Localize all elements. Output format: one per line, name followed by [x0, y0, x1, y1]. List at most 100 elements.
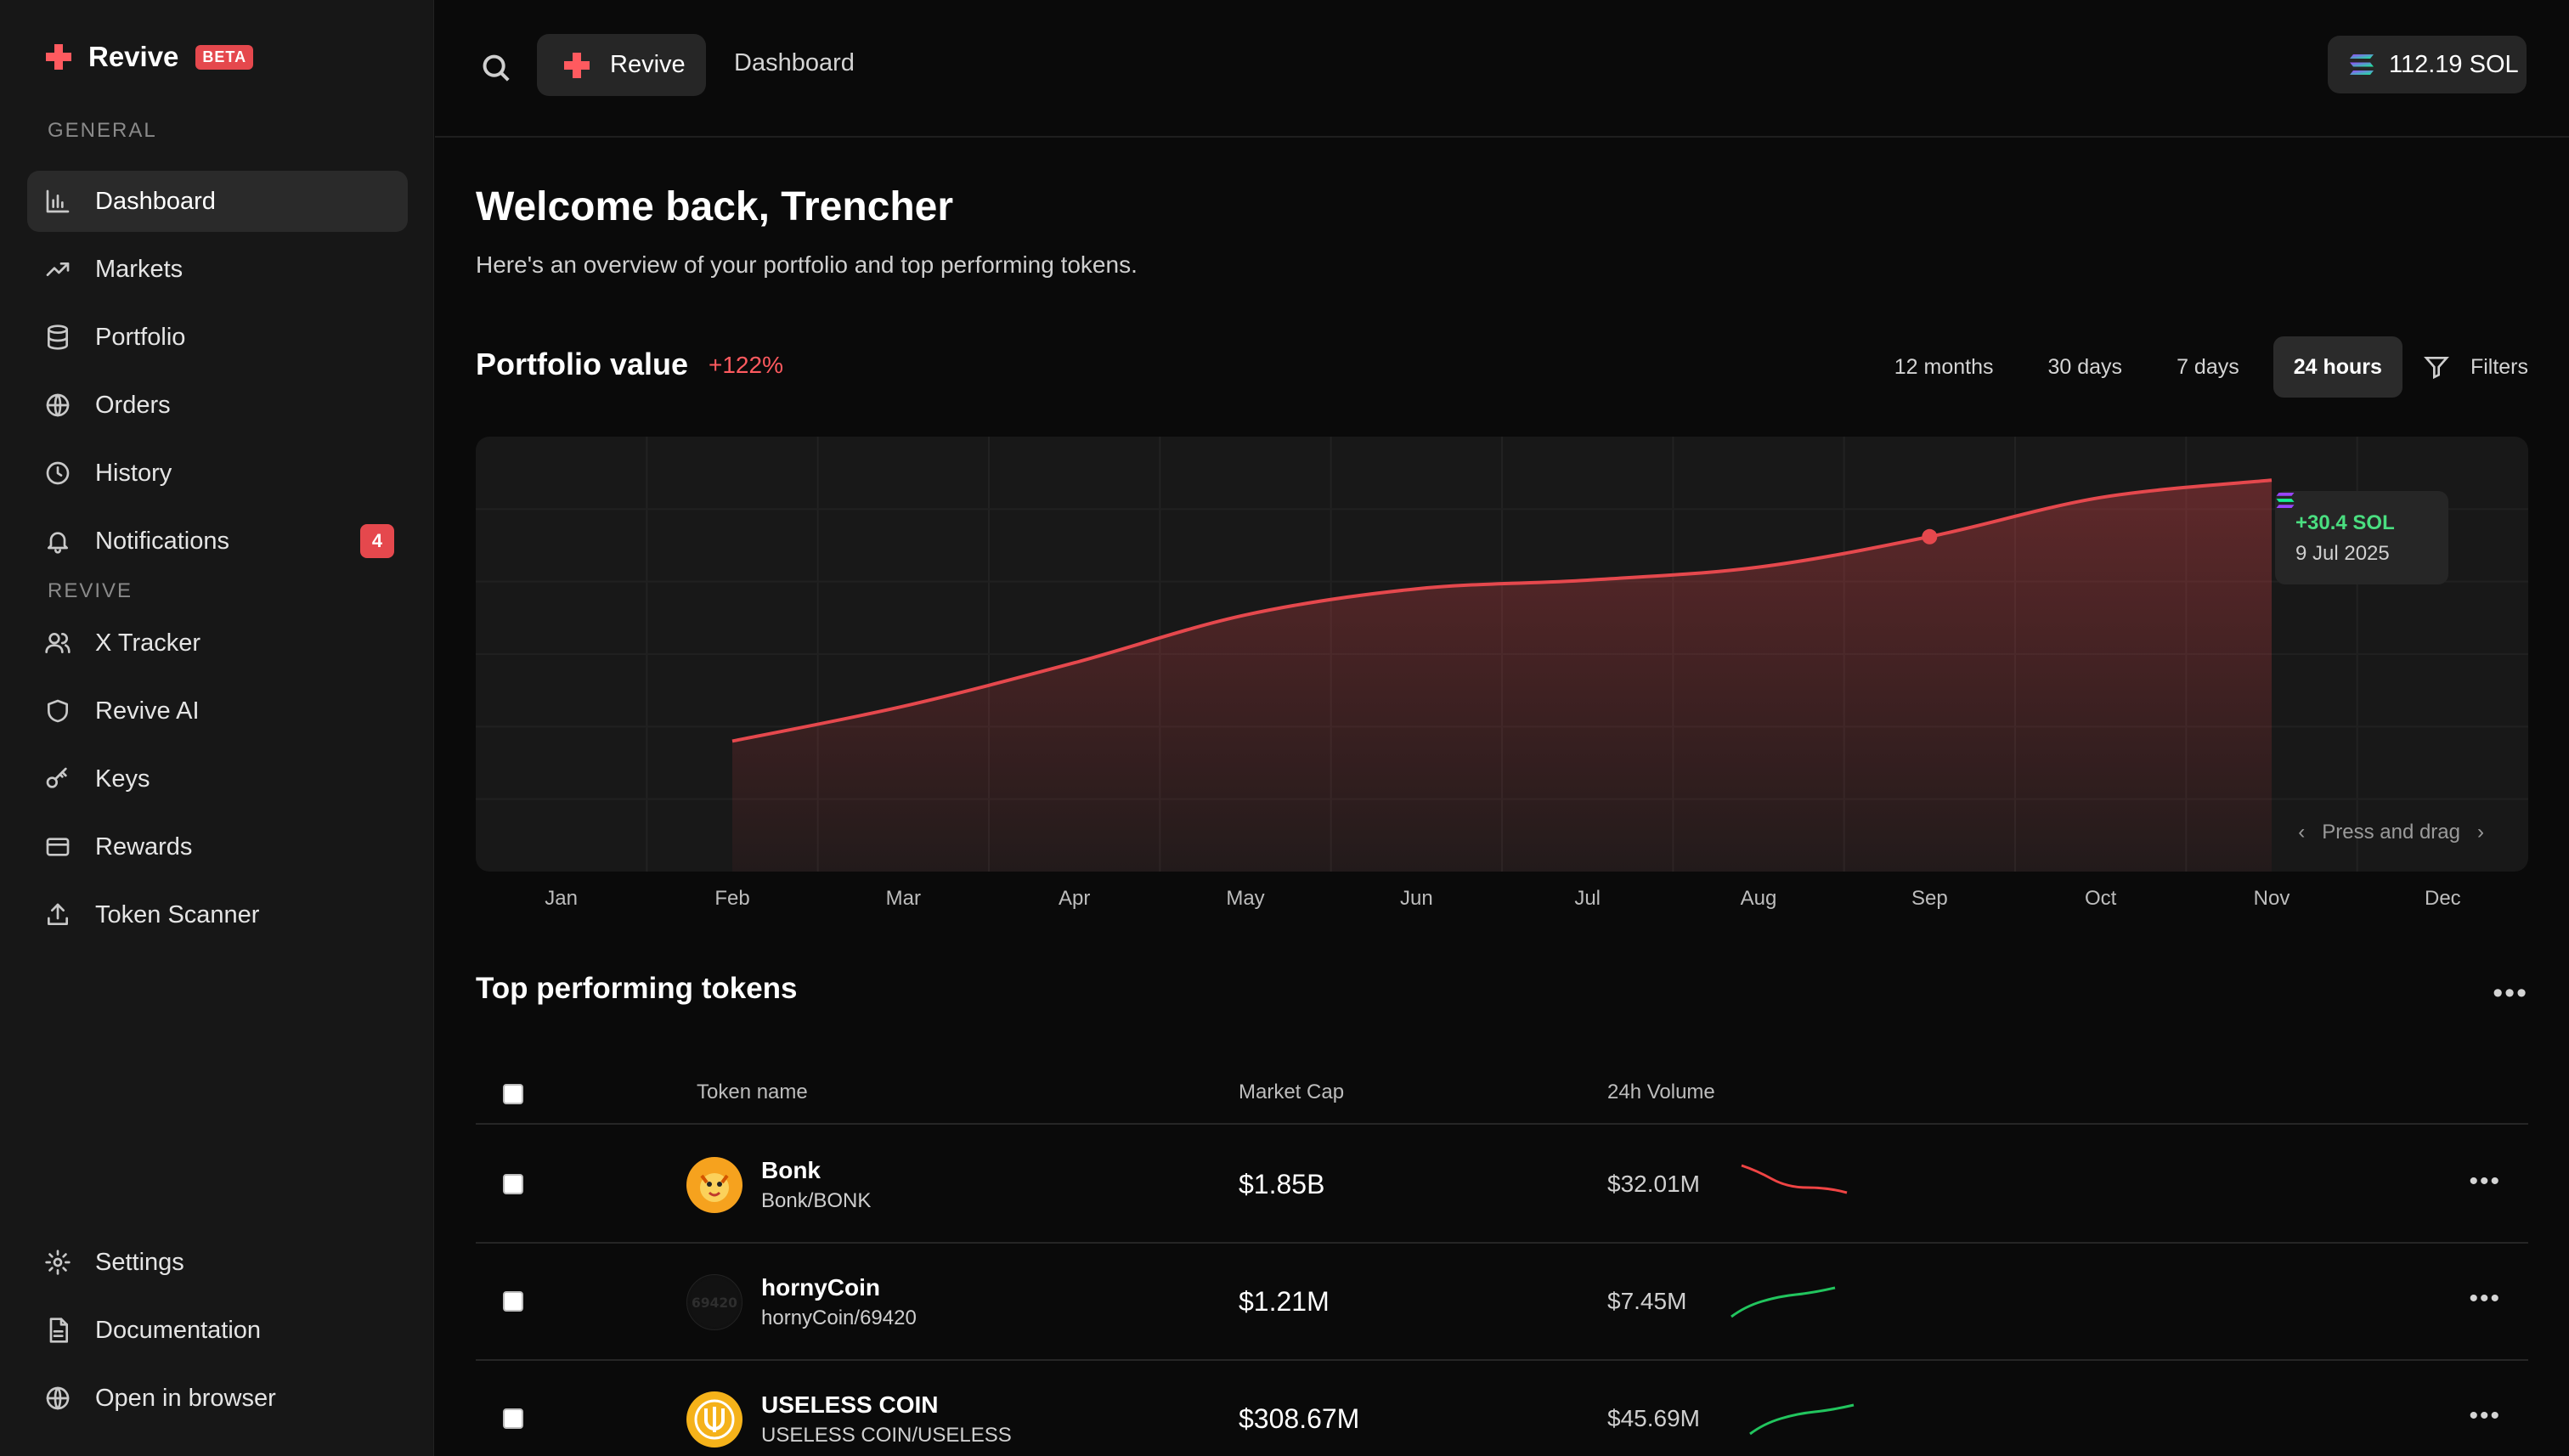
tokens-title: Top performing tokens [476, 972, 798, 1005]
filters-label: Filters [2470, 354, 2528, 379]
token-pair: USELESS COIN/USELESS [761, 1424, 1012, 1447]
sidebar: Revive BETA GENERAL Dashboard Markets Po… [0, 0, 434, 1456]
row-checkbox[interactable] [503, 1291, 523, 1312]
sol-balance-button[interactable]: 112.19 SOL [2328, 36, 2527, 93]
x-tick-label: Jan [545, 887, 579, 910]
page-title: Welcome back, Trencher [476, 184, 954, 229]
token-market-cap: $1.21M [1239, 1286, 1330, 1317]
row-checkbox[interactable] [503, 1174, 523, 1194]
search-button[interactable] [474, 46, 518, 90]
range-selector: 12 months 30 days 7 days 24 hours Filter… [1860, 336, 2528, 398]
sidebar-item-dashboard[interactable]: Dashboard [27, 171, 408, 232]
drag-hint[interactable]: ‹ Press and drag › [2281, 821, 2501, 844]
sparkline-line [1741, 1164, 1848, 1194]
svg-text:69420: 69420 [692, 1295, 737, 1311]
beta-badge: BETA [195, 44, 254, 70]
sidebar-item-revive-ai[interactable]: Revive AI [27, 680, 408, 742]
sidebar-item-orders[interactable]: Orders [27, 375, 408, 436]
notification-count-badge: 4 [360, 524, 394, 558]
select-all-checkbox[interactable] [503, 1084, 523, 1104]
token-name: hornyCoin [761, 1274, 880, 1301]
app-pill-label: Revive [610, 51, 686, 78]
trending-up-icon [41, 252, 75, 286]
breadcrumb[interactable]: Dashboard [734, 49, 855, 76]
hornycoin-logo-icon: 69420 [689, 1277, 740, 1328]
useless-coin-logo-icon [689, 1394, 740, 1445]
globe-icon [41, 1381, 75, 1415]
x-tick-label: Jul [1574, 887, 1601, 910]
row-checkbox[interactable] [503, 1408, 523, 1429]
chevron-right-icon: › [2477, 821, 2484, 844]
sparkline-line [1731, 1286, 1836, 1318]
sidebar-item-portfolio[interactable]: Portfolio [27, 307, 408, 368]
chevron-left-icon: ‹ [2298, 821, 2306, 844]
sidebar-item-label: History [95, 459, 172, 487]
table-header: Token name Market Cap 24h Volume [476, 1072, 2528, 1125]
sidebar-item-documentation[interactable]: Documentation [27, 1300, 408, 1361]
token-volume: $32.01M [1607, 1171, 1700, 1197]
upload-icon [41, 898, 75, 932]
tooltip-value: +30.4 SOL [2295, 511, 2395, 534]
sidebar-item-rewards[interactable]: Rewards [27, 816, 408, 878]
sidebar-item-label: Keys [95, 765, 150, 793]
token-name: Bonk [761, 1157, 821, 1183]
filter-icon [2423, 357, 2449, 380]
token-pair: Bonk/BONK [761, 1189, 872, 1212]
portfolio-chart[interactable]: +30.4 SOL 9 Jul 2025 ‹ Press and drag › [476, 437, 2528, 872]
sidebar-item-label: Notifications [95, 527, 229, 555]
sidebar-item-settings[interactable]: Settings [27, 1232, 408, 1293]
row-more-button[interactable]: ••• [2469, 1167, 2501, 1195]
row-more-button[interactable]: ••• [2469, 1402, 2501, 1430]
sidebar-item-open-in-browser[interactable]: Open in browser [27, 1368, 408, 1429]
range-24-hours[interactable]: 24 hours [2273, 336, 2402, 398]
x-tick-label: Feb [714, 887, 750, 910]
filters-button[interactable]: Filters [2423, 353, 2528, 381]
table-row[interactable]: 69420 hornyCoin hornyCoin/69420 $1.21M $… [476, 1244, 2528, 1361]
token-name: USELESS COIN [761, 1391, 939, 1418]
users-icon [41, 626, 75, 660]
x-tick-label: Dec [2424, 887, 2461, 910]
app-pill[interactable]: Revive [537, 34, 706, 96]
range-7-days[interactable]: 7 days [2177, 354, 2239, 379]
token-volume: $45.69M [1607, 1405, 1700, 1431]
tooltip-date: 9 Jul 2025 [2295, 542, 2390, 565]
portfolio-title: Portfolio value [476, 347, 689, 381]
sidebar-item-notifications[interactable]: Notifications 4 [27, 511, 408, 572]
highlight-point[interactable] [1922, 528, 1938, 545]
credit-card-icon [41, 830, 75, 864]
series-line [731, 478, 2273, 743]
drag-hint-label: Press and drag [2322, 821, 2460, 844]
x-tick-label: Nov [2253, 887, 2290, 910]
table-row[interactable]: USELESS COIN USELESS COIN/USELESS $308.6… [476, 1361, 2528, 1456]
sidebar-item-keys[interactable]: Keys [27, 748, 408, 810]
range-12-months[interactable]: 12 months [1894, 354, 1994, 379]
sidebar-item-history[interactable]: History [27, 443, 408, 504]
section-general-label: GENERAL [48, 119, 157, 142]
sidebar-item-label: Revive AI [95, 697, 200, 725]
brand[interactable]: Revive BETA [44, 36, 254, 78]
file-text-icon [41, 1313, 75, 1347]
clock-icon [41, 456, 75, 490]
table-row[interactable]: Bonk Bonk/BONK $1.85B $32.01M ••• [476, 1126, 2528, 1244]
row-more-button[interactable]: ••• [2469, 1284, 2501, 1312]
chart-tooltip: +30.4 SOL 9 Jul 2025 [2275, 491, 2448, 584]
bonk-avatar [686, 1157, 742, 1213]
column-market-cap: Market Cap [1239, 1081, 1345, 1103]
sparkline-down [1741, 1164, 1848, 1194]
range-30-days[interactable]: 30 days [2047, 354, 2123, 379]
globe-icon [41, 388, 75, 422]
brand-name: Revive [88, 41, 179, 72]
useless-coin-avatar [686, 1391, 742, 1448]
x-tick-label: Apr [1058, 887, 1091, 910]
sidebar-item-label: Dashboard [95, 187, 216, 215]
column-token-name: Token name [697, 1081, 808, 1103]
portfolio-change: +122% [709, 352, 783, 378]
sidebar-item-markets[interactable]: Markets [27, 239, 408, 300]
bar-chart-icon [41, 184, 75, 218]
tokens-more-button[interactable]: ••• [2493, 977, 2528, 1009]
token-market-cap: $308.67M [1239, 1403, 1360, 1434]
sidebar-item-x-tracker[interactable]: X Tracker [27, 612, 408, 674]
sidebar-item-token-scanner[interactable]: Token Scanner [27, 884, 408, 945]
sidebar-item-label: Portfolio [95, 323, 186, 351]
gear-icon [41, 1245, 75, 1279]
